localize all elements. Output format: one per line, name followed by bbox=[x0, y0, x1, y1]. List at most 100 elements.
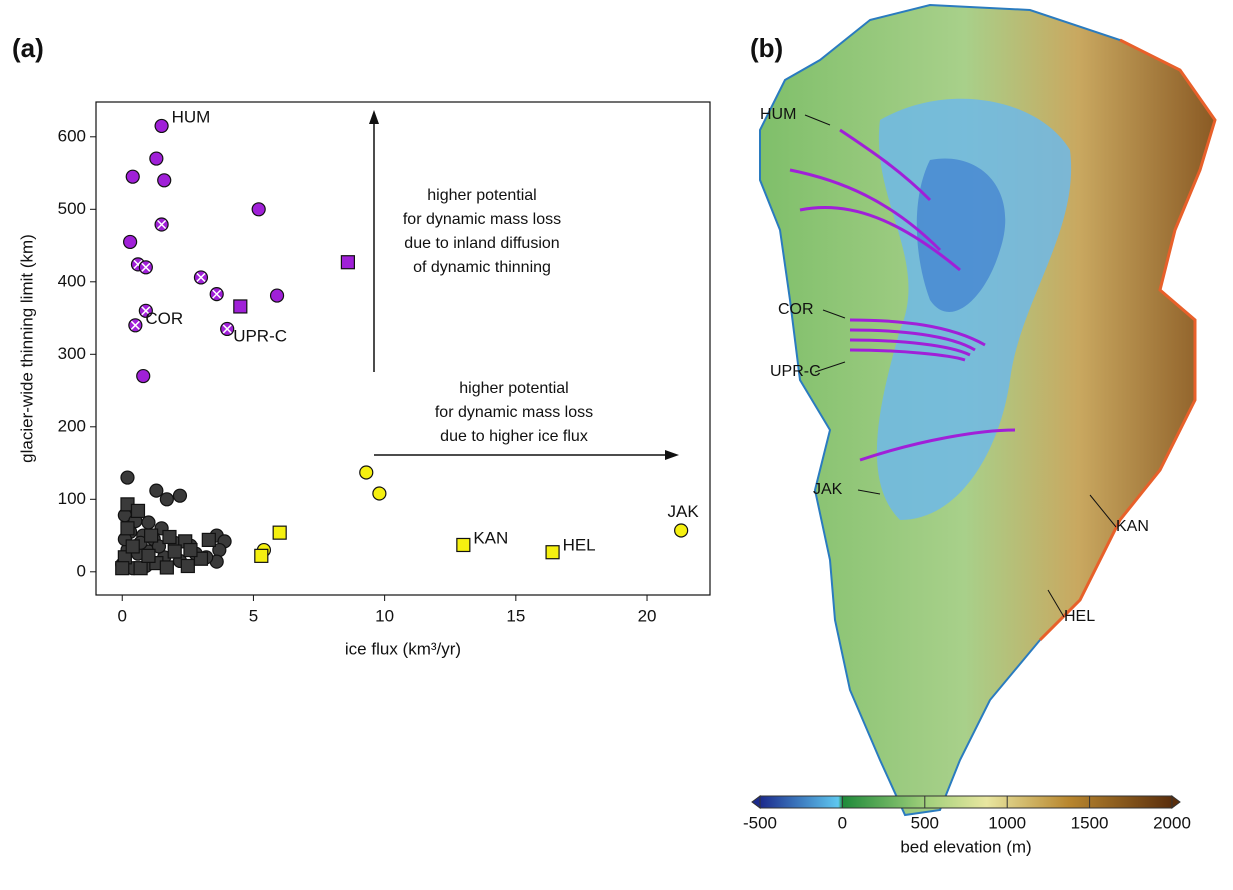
point bbox=[193, 551, 209, 566]
point-cross bbox=[157, 219, 167, 230]
colorbar-label: bed elevation (m) bbox=[900, 837, 1031, 856]
panel-label: (b) bbox=[750, 33, 783, 63]
point bbox=[125, 169, 140, 184]
point bbox=[151, 539, 167, 554]
arrow-note: due to higher ice flux bbox=[440, 428, 588, 445]
point bbox=[130, 503, 146, 518]
point bbox=[254, 548, 269, 563]
colorbar-extend-high bbox=[1171, 795, 1181, 809]
point bbox=[162, 529, 177, 545]
map-label: COR bbox=[778, 301, 814, 318]
point-label: KAN bbox=[473, 528, 508, 547]
point-label: COR bbox=[145, 309, 183, 328]
point bbox=[123, 234, 138, 250]
x-tick-label: 5 bbox=[249, 606, 258, 625]
point bbox=[120, 470, 135, 485]
ice-bed-deep bbox=[916, 158, 1006, 312]
point bbox=[674, 523, 689, 538]
x-tick-label: 15 bbox=[506, 606, 525, 625]
x-axis-label: ice flux (km³/yr) bbox=[345, 639, 461, 658]
y-tick-label: 300 bbox=[58, 344, 86, 363]
point-cross bbox=[212, 289, 222, 299]
colorbar-tick-label: 500 bbox=[911, 813, 939, 832]
point-cross bbox=[130, 320, 140, 330]
y-tick-label: 100 bbox=[58, 489, 86, 508]
point bbox=[251, 202, 266, 217]
flowlines bbox=[789, 128, 1016, 462]
point bbox=[201, 532, 216, 548]
colorbar-tick-label: 1500 bbox=[1071, 813, 1109, 832]
leader-line bbox=[857, 489, 881, 495]
point bbox=[233, 299, 248, 314]
map bbox=[759, 3, 1217, 817]
point-cross bbox=[141, 262, 151, 272]
point bbox=[340, 255, 355, 270]
arrow-note: of dynamic thinning bbox=[413, 259, 551, 276]
x-tick-label: 10 bbox=[375, 606, 394, 625]
point bbox=[133, 561, 148, 576]
point bbox=[157, 173, 172, 188]
leader-line bbox=[822, 309, 846, 319]
point-label: JAK bbox=[668, 502, 700, 521]
point bbox=[159, 492, 174, 507]
map-label: HUM bbox=[760, 106, 796, 123]
colorbar-tick-label: -500 bbox=[743, 813, 777, 832]
y-tick-label: 400 bbox=[58, 271, 86, 290]
map-label: KAN bbox=[1116, 518, 1149, 535]
point-cross bbox=[222, 324, 232, 334]
point bbox=[272, 525, 287, 540]
map-label: UPR-C bbox=[770, 363, 821, 380]
point bbox=[141, 548, 156, 563]
point bbox=[269, 288, 285, 303]
point bbox=[144, 528, 159, 543]
point-cross bbox=[196, 272, 206, 282]
point-label: UPR-C bbox=[233, 326, 287, 345]
point-label: HUM bbox=[172, 107, 211, 126]
point bbox=[372, 486, 387, 501]
point bbox=[359, 465, 374, 480]
arrow-note: higher potential bbox=[459, 380, 568, 397]
y-axis-label: glacier-wide thinning limit (km) bbox=[17, 234, 36, 463]
arrow-head bbox=[665, 450, 679, 460]
point bbox=[183, 542, 198, 558]
y-tick-label: 600 bbox=[58, 126, 86, 145]
margin bbox=[1038, 38, 1217, 642]
arrow-note: due to inland diffusion bbox=[404, 235, 559, 252]
point bbox=[180, 558, 195, 574]
leader-line bbox=[814, 361, 846, 373]
point bbox=[149, 151, 164, 166]
colorbar-tick-label: 1000 bbox=[988, 813, 1026, 832]
point bbox=[456, 537, 471, 553]
arrow-head bbox=[369, 110, 379, 124]
colorbar-tick-label: 0 bbox=[838, 813, 847, 832]
y-tick-label: 500 bbox=[58, 199, 86, 218]
map-label: HEL bbox=[1064, 608, 1095, 625]
y-tick-label: 200 bbox=[58, 416, 86, 435]
map-label: JAK bbox=[813, 481, 843, 498]
point bbox=[159, 560, 174, 575]
arrow-note: for dynamic mass loss bbox=[435, 404, 593, 421]
arrow-note: for dynamic mass loss bbox=[403, 211, 561, 228]
point bbox=[545, 545, 560, 560]
point bbox=[172, 488, 188, 503]
x-tick-label: 20 bbox=[638, 606, 657, 625]
colorbar bbox=[759, 795, 1173, 809]
colorbar-extend-low bbox=[751, 795, 761, 809]
point bbox=[167, 544, 182, 559]
colorbar-tick-label: 2000 bbox=[1153, 813, 1191, 832]
point bbox=[115, 561, 130, 576]
point bbox=[154, 118, 169, 134]
leader-line bbox=[804, 114, 831, 126]
y-tick-label: 0 bbox=[77, 561, 86, 580]
point bbox=[136, 368, 151, 384]
point bbox=[149, 483, 164, 498]
leader-line bbox=[1089, 494, 1117, 528]
point bbox=[120, 521, 135, 536]
point-cross bbox=[141, 306, 151, 316]
arrow-note: higher potential bbox=[427, 187, 536, 204]
x-tick-label: 0 bbox=[118, 606, 127, 625]
plot-frame bbox=[95, 101, 711, 596]
panel-label: (a) bbox=[12, 33, 44, 63]
point bbox=[125, 539, 140, 554]
